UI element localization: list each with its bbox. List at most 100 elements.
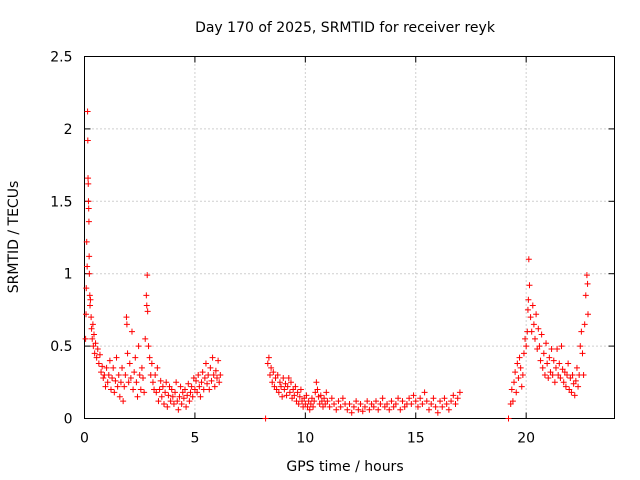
data-point bbox=[513, 389, 520, 396]
data-point bbox=[532, 335, 538, 342]
data-point bbox=[189, 393, 196, 400]
data-point bbox=[512, 369, 519, 376]
data-point bbox=[454, 395, 461, 402]
data-point bbox=[115, 372, 122, 379]
data-point bbox=[410, 392, 417, 399]
data-point bbox=[196, 383, 203, 390]
data-point bbox=[538, 331, 545, 338]
data-point bbox=[386, 406, 393, 413]
data-point bbox=[313, 379, 320, 386]
data-point bbox=[177, 383, 184, 390]
data-point bbox=[516, 354, 523, 361]
data-point bbox=[373, 398, 379, 405]
data-point bbox=[85, 175, 92, 182]
data-point bbox=[211, 383, 218, 390]
data-point bbox=[524, 306, 531, 313]
data-point bbox=[262, 415, 269, 422]
data-point bbox=[303, 392, 310, 399]
data-point bbox=[106, 357, 113, 364]
data-point bbox=[452, 401, 459, 408]
data-point bbox=[124, 350, 131, 357]
data-point bbox=[149, 379, 156, 386]
data-point bbox=[92, 340, 99, 347]
data-point bbox=[181, 386, 188, 393]
data-point bbox=[82, 335, 89, 342]
data-point bbox=[515, 374, 522, 381]
data-point bbox=[517, 364, 524, 371]
x-axis-label: GPS time / hours bbox=[286, 459, 403, 475]
data-point bbox=[88, 325, 95, 332]
data-point bbox=[355, 406, 362, 413]
grid-lines bbox=[84, 56, 615, 419]
data-point bbox=[86, 292, 93, 299]
data-point bbox=[554, 345, 561, 352]
data-point bbox=[217, 372, 224, 379]
data-point bbox=[582, 292, 589, 299]
data-point bbox=[111, 389, 118, 396]
data-point bbox=[519, 372, 526, 379]
data-point bbox=[99, 363, 106, 370]
y-tick-label: 1.5 bbox=[50, 194, 72, 210]
data-point bbox=[144, 272, 151, 279]
data-point bbox=[525, 256, 532, 263]
data-point bbox=[209, 354, 216, 361]
data-point bbox=[132, 354, 139, 361]
data-point bbox=[560, 379, 567, 386]
data-point bbox=[324, 398, 331, 405]
data-point bbox=[419, 401, 426, 408]
data-point bbox=[184, 392, 191, 399]
data-point bbox=[577, 343, 584, 350]
data-point bbox=[265, 354, 272, 361]
data-point bbox=[212, 367, 219, 374]
data-point bbox=[205, 372, 212, 379]
data-point bbox=[286, 389, 293, 396]
data-point bbox=[545, 374, 552, 381]
data-point bbox=[310, 403, 317, 410]
data-point bbox=[158, 393, 165, 400]
data-point bbox=[370, 403, 377, 410]
data-point bbox=[527, 314, 534, 321]
data-point bbox=[155, 398, 162, 405]
data-point bbox=[317, 392, 324, 399]
data-point bbox=[98, 369, 105, 376]
data-point bbox=[85, 180, 92, 187]
data-point bbox=[178, 401, 185, 408]
data-point bbox=[337, 403, 344, 410]
data-point bbox=[207, 364, 214, 371]
data-point bbox=[571, 392, 578, 399]
y-tick-label: 2 bbox=[64, 122, 73, 138]
data-point bbox=[520, 350, 527, 357]
data-point bbox=[185, 380, 192, 387]
data-point bbox=[86, 253, 93, 260]
data-point bbox=[137, 386, 144, 393]
data-point bbox=[509, 398, 516, 405]
data-point bbox=[89, 321, 96, 328]
data-point bbox=[94, 345, 101, 352]
data-point bbox=[195, 372, 202, 379]
data-point bbox=[523, 343, 530, 350]
data-point bbox=[397, 406, 404, 413]
data-point bbox=[281, 386, 288, 393]
data-point bbox=[432, 403, 439, 410]
y-axis-label: SRMTID / TECUs bbox=[6, 181, 22, 294]
data-point bbox=[162, 389, 169, 396]
data-point bbox=[143, 302, 150, 309]
data-point bbox=[505, 415, 512, 422]
data-point bbox=[188, 383, 195, 390]
data-point bbox=[581, 321, 588, 328]
data-point bbox=[426, 406, 432, 413]
data-point bbox=[428, 401, 435, 408]
data-point bbox=[537, 357, 544, 364]
data-point bbox=[169, 393, 176, 400]
data-point bbox=[568, 389, 575, 396]
data-point bbox=[113, 354, 120, 361]
data-point bbox=[522, 335, 529, 342]
data-point bbox=[104, 379, 111, 386]
data-point bbox=[109, 374, 116, 381]
y-tick-label: 1 bbox=[64, 267, 73, 283]
data-point bbox=[183, 403, 190, 410]
data-point bbox=[84, 137, 91, 144]
data-point bbox=[275, 389, 282, 396]
data-point bbox=[439, 403, 446, 410]
data-point bbox=[119, 364, 126, 371]
